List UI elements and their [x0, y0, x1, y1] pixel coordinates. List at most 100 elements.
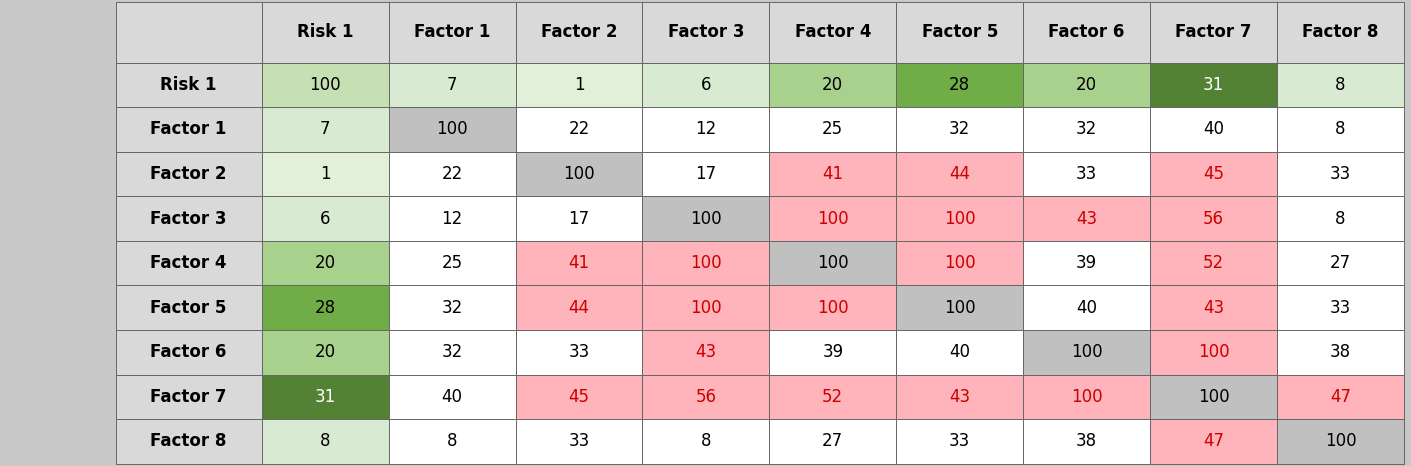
- Text: 43: 43: [1204, 299, 1225, 317]
- Bar: [769, 419, 896, 464]
- Bar: [1277, 419, 1404, 464]
- Bar: [769, 151, 896, 196]
- Bar: [642, 375, 769, 419]
- Bar: [769, 62, 896, 107]
- Bar: [515, 241, 642, 285]
- Bar: [1150, 375, 1277, 419]
- Bar: [1150, 419, 1277, 464]
- Text: 1: 1: [574, 76, 584, 94]
- Bar: [388, 285, 515, 330]
- Text: 12: 12: [442, 210, 463, 227]
- Text: 40: 40: [950, 343, 971, 361]
- Bar: [388, 375, 515, 419]
- Text: 100: 100: [690, 254, 721, 272]
- Text: 45: 45: [569, 388, 590, 406]
- Text: 44: 44: [569, 299, 590, 317]
- Text: 41: 41: [823, 165, 844, 183]
- Bar: [515, 419, 642, 464]
- Text: 32: 32: [442, 343, 463, 361]
- Bar: [1277, 151, 1404, 196]
- Text: 100: 100: [944, 210, 975, 227]
- Text: 17: 17: [569, 210, 590, 227]
- Bar: [261, 241, 388, 285]
- Text: Factor 5: Factor 5: [151, 299, 227, 317]
- Text: 8: 8: [1335, 76, 1346, 94]
- Text: 6: 6: [320, 210, 330, 227]
- Bar: [515, 151, 642, 196]
- Bar: [388, 241, 515, 285]
- Bar: [515, 62, 642, 107]
- Bar: [642, 419, 769, 464]
- Bar: [769, 241, 896, 285]
- Text: 100: 100: [436, 120, 468, 138]
- Bar: [1277, 241, 1404, 285]
- Text: 100: 100: [817, 210, 848, 227]
- Text: Factor 8: Factor 8: [1302, 23, 1379, 41]
- Bar: [1023, 375, 1150, 419]
- Bar: [515, 2, 642, 62]
- Text: 38: 38: [1077, 432, 1098, 450]
- Bar: [388, 419, 515, 464]
- Bar: [261, 151, 388, 196]
- Bar: [769, 2, 896, 62]
- Text: 39: 39: [823, 343, 844, 361]
- Bar: [116, 196, 261, 241]
- Text: 25: 25: [442, 254, 463, 272]
- Text: Factor 6: Factor 6: [1048, 23, 1125, 41]
- Text: 40: 40: [1077, 299, 1098, 317]
- Bar: [1277, 330, 1404, 375]
- Text: 12: 12: [696, 120, 717, 138]
- Bar: [642, 62, 769, 107]
- Bar: [642, 107, 769, 151]
- Bar: [116, 107, 261, 151]
- Bar: [388, 107, 515, 151]
- Text: Factor 7: Factor 7: [151, 388, 227, 406]
- Bar: [515, 196, 642, 241]
- Text: 7: 7: [447, 76, 457, 94]
- Text: 1: 1: [320, 165, 330, 183]
- Text: 100: 100: [1325, 432, 1356, 450]
- Text: 52: 52: [823, 388, 844, 406]
- Text: 100: 100: [944, 299, 975, 317]
- Text: 31: 31: [315, 388, 336, 406]
- Bar: [1150, 285, 1277, 330]
- Text: 40: 40: [442, 388, 463, 406]
- Bar: [769, 330, 896, 375]
- Bar: [261, 2, 388, 62]
- Bar: [896, 151, 1023, 196]
- Bar: [1150, 107, 1277, 151]
- Text: 45: 45: [1204, 165, 1225, 183]
- Text: 20: 20: [823, 76, 844, 94]
- Bar: [1277, 62, 1404, 107]
- Text: Factor 3: Factor 3: [667, 23, 744, 41]
- Bar: [116, 151, 261, 196]
- Bar: [896, 285, 1023, 330]
- Text: Factor 1: Factor 1: [151, 120, 227, 138]
- Text: 27: 27: [823, 432, 844, 450]
- Bar: [388, 62, 515, 107]
- Text: 33: 33: [950, 432, 971, 450]
- Bar: [116, 330, 261, 375]
- Bar: [388, 330, 515, 375]
- Text: Factor 2: Factor 2: [151, 165, 227, 183]
- Bar: [896, 2, 1023, 62]
- Text: 17: 17: [696, 165, 717, 183]
- Bar: [116, 62, 261, 107]
- Text: Factor 6: Factor 6: [151, 343, 227, 361]
- Text: 20: 20: [315, 254, 336, 272]
- Text: 20: 20: [315, 343, 336, 361]
- Text: 6: 6: [701, 76, 711, 94]
- Bar: [769, 375, 896, 419]
- Text: 47: 47: [1204, 432, 1225, 450]
- Bar: [261, 62, 388, 107]
- Text: 8: 8: [701, 432, 711, 450]
- Text: 100: 100: [690, 299, 721, 317]
- Bar: [116, 2, 261, 62]
- Bar: [896, 196, 1023, 241]
- Text: 41: 41: [569, 254, 590, 272]
- Text: 100: 100: [309, 76, 341, 94]
- Bar: [1277, 196, 1404, 241]
- Text: 52: 52: [1204, 254, 1225, 272]
- Bar: [769, 285, 896, 330]
- Bar: [642, 196, 769, 241]
